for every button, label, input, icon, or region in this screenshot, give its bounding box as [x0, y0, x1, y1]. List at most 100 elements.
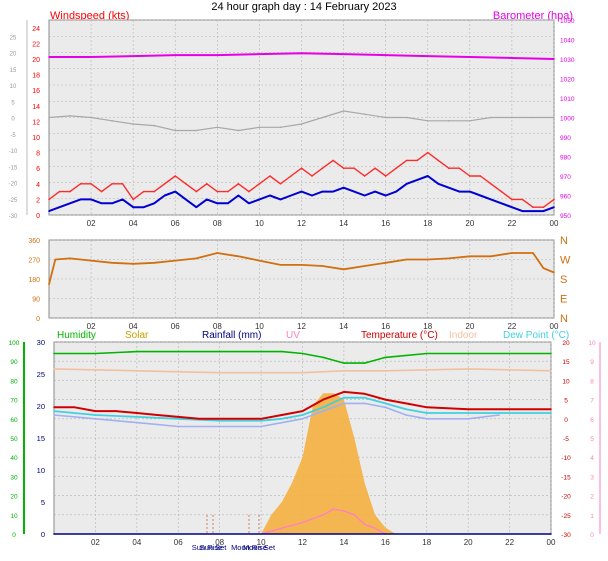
feels-like-line-point [405, 414, 407, 416]
uv-line-point [353, 514, 356, 516]
wind-baro-panel: Windspeed (kts) Barometer (hpa)02 04 06 08 10… [9, 10, 575, 228]
event-label: Moon Rise [231, 543, 267, 552]
wind-ytick-label: 0 [36, 213, 40, 220]
wind-axis-title: Windspeed (kts) [50, 10, 129, 22]
wind-gust-line-point [90, 183, 92, 185]
temperature-line-point [239, 418, 242, 420]
wind-gust-line-point [100, 190, 103, 193]
wind-gust-line-point [258, 183, 261, 185]
dew-point-line-point [53, 410, 55, 412]
grey-series-line-point [511, 116, 513, 119]
wind-gust-line-point [416, 159, 419, 162]
grey-series-line-point [427, 120, 429, 122]
wind-baro-xtick-label: 14 [339, 219, 348, 228]
temp-hum-xtick-label: 22 [505, 538, 514, 547]
indoor-temp-line-point [384, 370, 387, 372]
wind-gust-line-point [174, 175, 177, 177]
wind-direction-line-point [321, 265, 324, 267]
barometer-line-point [132, 55, 134, 57]
indoor-temp-line-point [53, 368, 55, 370]
wind-average-line-point [174, 190, 177, 193]
temp-hum-xtick-label: 16 [381, 538, 390, 547]
uv-ytick-label: 0 [590, 532, 594, 539]
grey-series-line-point [321, 116, 324, 119]
outer-ytick-label: -25 [9, 198, 18, 204]
baro-ytick-label: 980 [560, 155, 571, 162]
wind-average-line-point [532, 210, 534, 212]
wind-average-line-point [227, 202, 229, 205]
wind-ytick-label: 14 [32, 104, 40, 111]
wind-direction-line-point [195, 257, 198, 260]
humidity-ytick-label: 20 [10, 494, 18, 501]
wind-gust-line-point [553, 198, 555, 201]
wind-average-line-point [111, 202, 113, 205]
outer-ytick-label: 20 [10, 52, 17, 58]
temp-hum-xtick-label: 14 [339, 538, 348, 547]
outer-ytick-label: -15 [9, 165, 18, 171]
indoor-temp-line-point [218, 371, 221, 374]
wind-gust-line-point [132, 198, 134, 201]
wind-gust-line-point [490, 183, 492, 185]
uv-ytick-label: 10 [588, 340, 596, 347]
uv-ytick-label: 6 [590, 417, 594, 424]
uv-ytick-label: 9 [590, 359, 594, 366]
humidity-line-point [94, 352, 97, 355]
wind-ytick-label: 16 [32, 88, 40, 95]
temp-ytick-label: -10 [561, 455, 571, 462]
feels-like-line-point [322, 410, 325, 412]
legend-label: Rainfall (mm) [202, 330, 261, 341]
wind-gust-line-point [521, 198, 524, 201]
wind-direction-line-point [342, 268, 345, 271]
wind-direction-line-point [54, 258, 57, 261]
humidity-ytick-label: 40 [10, 455, 18, 462]
temperature-line-point [177, 416, 180, 418]
dew-point-line-point [94, 414, 97, 416]
grey-series-line-point [237, 129, 240, 132]
baro-ytick-label: 960 [560, 194, 571, 201]
wind-average-line-point [121, 198, 124, 201]
dew-point-line-point [405, 408, 407, 411]
dew-point-line-point [260, 419, 262, 422]
indoor-temp-line-point [343, 370, 345, 372]
grey-series-line-point [174, 129, 177, 132]
legend-label: Humidity [57, 330, 96, 341]
wind-baro-xtick-label: 16 [381, 219, 390, 228]
grey-series-line-point [90, 116, 92, 119]
wind-average-line-point [321, 190, 324, 193]
wind-gust-line-point [237, 183, 240, 185]
wind-average-line-point [248, 202, 250, 205]
wind-direction-line-point [153, 262, 155, 264]
wind-ytick-label: 8 [36, 151, 40, 158]
grey-series-line-point [69, 115, 71, 117]
wind-average-line-point [185, 198, 187, 201]
temp-hum-xtick-label: 12 [298, 538, 307, 547]
barometer-line-point [469, 56, 471, 58]
rain-ytick-label: 15 [37, 434, 45, 443]
baro-ytick-label: 1030 [560, 57, 575, 64]
wind-direction-line-point [469, 255, 471, 258]
wind-average-line-point [332, 190, 334, 193]
wind-direction-line-point [405, 258, 408, 261]
uv-line-point [281, 527, 283, 529]
wind-average-line-point [279, 198, 282, 201]
wind-dir-xtick-label: 00 [550, 322, 559, 331]
wind-gust-line-point [469, 175, 471, 177]
wind-direction-line-point [90, 259, 92, 262]
wind-average-line-point [469, 190, 471, 193]
wind-dir-xtick-label: 06 [171, 322, 180, 331]
temperature-line [54, 390, 551, 420]
wind-average-line-point [384, 194, 387, 197]
outer-ytick-label: -30 [9, 214, 18, 220]
wind-gust-line-point [269, 175, 271, 177]
barometer-line-point [90, 56, 92, 58]
grey-series-line-point [490, 116, 492, 119]
wind-gust-line-point [195, 190, 198, 193]
temp-hum-xtick-label: 20 [464, 538, 473, 547]
compass-label: S [560, 274, 567, 286]
wind-direction-line-point [279, 264, 282, 266]
temp-ytick-label: 5 [564, 398, 568, 405]
wind-gust-line-point [532, 206, 534, 208]
wind-average-line-point [311, 194, 313, 197]
wind-gust-line-point [363, 175, 366, 177]
